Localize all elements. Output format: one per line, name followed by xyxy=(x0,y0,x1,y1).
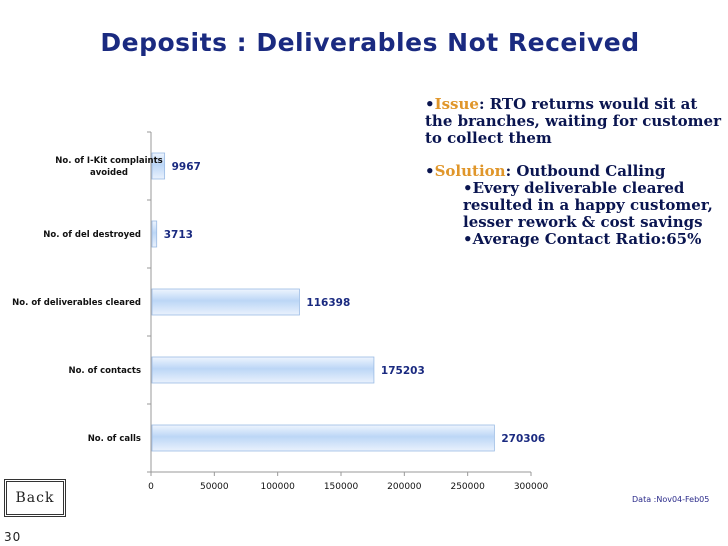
x-tick-label: 200000 xyxy=(387,482,422,492)
bar xyxy=(151,288,300,316)
x-tick-label: 50000 xyxy=(200,482,229,492)
page-number: 30 xyxy=(4,530,22,544)
data-label: 270306 xyxy=(501,433,545,445)
data-label: 116398 xyxy=(306,297,350,309)
category-label: No. of contacts xyxy=(68,366,141,376)
issue-text: : RTO returns would sit at the branches,… xyxy=(425,95,721,147)
bar xyxy=(151,220,158,248)
solution-text: : Outbound Calling xyxy=(505,161,666,180)
x-tick-label: 100000 xyxy=(260,482,295,492)
solution-note: •Solution: Outbound Calling xyxy=(425,161,666,180)
sub-bullet-2: •Average Contact Ratio:65% xyxy=(463,229,702,248)
data-source-note: Data :Nov04-Feb05 xyxy=(632,495,710,504)
horizontal-bar-chart: 0 50000 100000 150000 200000 250000 300000 No. … xyxy=(12,131,549,492)
data-label: 3713 xyxy=(164,229,193,241)
slide-title: Deposits : Deliverables Not Received xyxy=(100,28,640,57)
bar xyxy=(151,356,375,384)
x-tick-label: 150000 xyxy=(324,482,359,492)
x-tick-label: 300000 xyxy=(514,482,549,492)
sub-bullet-1: •Every deliverable cleared resulted in a… xyxy=(463,178,713,231)
category-label: No. of I-Kit complaints avoided xyxy=(55,156,162,178)
solution-label: Solution xyxy=(434,161,506,180)
issue-note: •Issue: RTO returns would sit at the bra… xyxy=(425,95,721,147)
category-label: No. of del destroyed xyxy=(43,230,141,240)
category-label: No. of deliverables cleared xyxy=(12,298,141,308)
bar xyxy=(151,152,166,180)
notes-panel: •Issue: RTO returns would sit at the bra… xyxy=(425,96,725,248)
category-label: No. of calls xyxy=(88,434,141,444)
bar xyxy=(151,424,495,452)
back-button[interactable]: Back xyxy=(4,479,66,517)
data-label: 175203 xyxy=(381,365,425,377)
issue-label: Issue xyxy=(434,95,479,113)
x-tick-label: 0 xyxy=(148,482,154,492)
x-tick-label: 250000 xyxy=(450,482,485,492)
data-label: 9967 xyxy=(172,161,201,173)
